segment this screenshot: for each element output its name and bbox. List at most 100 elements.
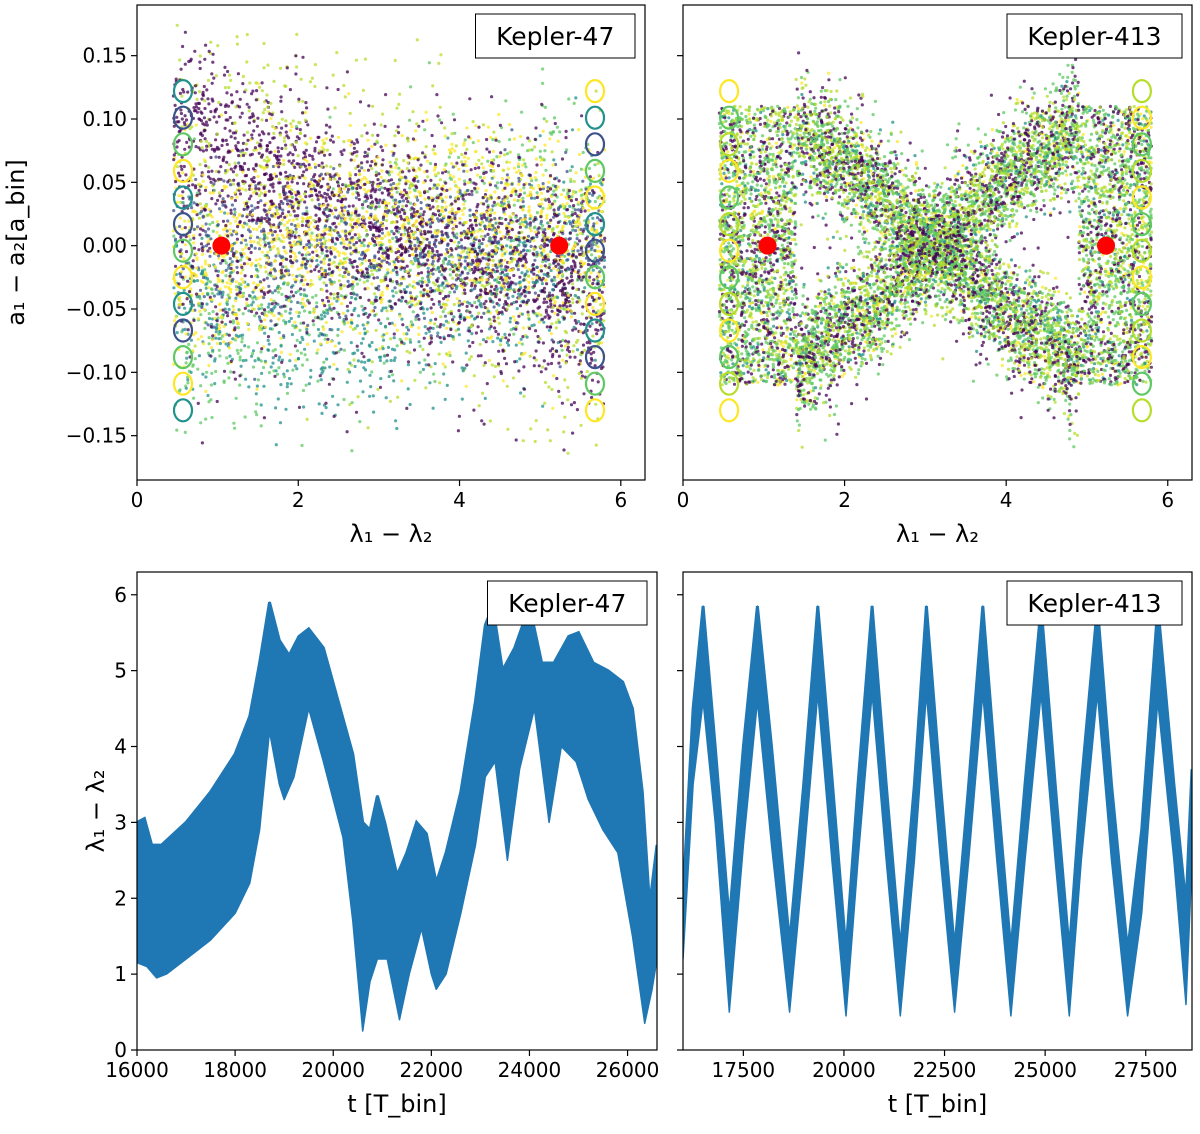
scatter-point [279, 95, 283, 99]
scatter-point [284, 147, 288, 151]
scatter-point [287, 218, 291, 222]
scatter-point [220, 295, 224, 299]
scatter-point [385, 359, 389, 363]
scatter-point [374, 205, 378, 209]
scatter-point [219, 113, 223, 117]
scatter-point [503, 258, 507, 262]
scatter-point [260, 216, 264, 220]
scatter-point [589, 356, 594, 361]
scatter-point [241, 151, 245, 155]
scatter-point [305, 417, 309, 421]
scatter-point [226, 69, 230, 74]
scatter-point [203, 137, 207, 141]
scatter-point [205, 123, 209, 127]
scatter-point [309, 368, 313, 372]
scatter-point [463, 366, 467, 370]
scatter-point [376, 133, 380, 137]
scatter-point [374, 295, 378, 299]
scatter-point [240, 214, 245, 218]
scatter-point [259, 183, 263, 187]
scatter-point [337, 279, 341, 283]
scatter-point [584, 316, 589, 320]
scatter-point [275, 372, 280, 376]
scatter-point [557, 395, 562, 399]
scatter-point [506, 167, 510, 171]
scatter-point [462, 288, 467, 292]
scatter-point [175, 165, 180, 169]
scatter-point [523, 244, 527, 248]
scatter-point [429, 334, 433, 338]
scatter-point [591, 216, 595, 220]
scatter-point [588, 361, 593, 365]
scatter-point [289, 316, 293, 321]
scatter-point [370, 360, 374, 364]
scatter-point [439, 212, 443, 216]
scatter-point [358, 100, 363, 104]
scatter-point [346, 284, 350, 289]
scatter-point [339, 283, 343, 287]
scatter-point [359, 244, 363, 248]
scatter-point [486, 336, 490, 340]
scatter-point [389, 270, 393, 274]
scatter-point [532, 272, 536, 276]
scatter-point [514, 189, 518, 193]
scatter-point [197, 294, 201, 298]
scatter-point [253, 359, 257, 363]
scatter-point [506, 427, 510, 431]
scatter-point [556, 313, 560, 317]
scatter-point [554, 326, 558, 330]
scatter-point [254, 81, 258, 85]
scatter-point [437, 284, 441, 288]
scatter-point [417, 166, 421, 170]
scatter-point [521, 264, 525, 268]
scatter-point [190, 206, 194, 210]
scatter-point [494, 244, 498, 248]
scatter-point [531, 263, 536, 267]
scatter-point [479, 289, 483, 293]
scatter-point [499, 290, 503, 294]
scatter-point [221, 290, 225, 294]
scatter-point [277, 249, 281, 253]
scatter-point [395, 190, 399, 194]
scatter-point [331, 394, 335, 398]
scatter-point [337, 341, 341, 345]
scatter-point [518, 275, 522, 279]
scatter-point [285, 382, 290, 386]
scatter-point [285, 198, 289, 203]
scatter-point [560, 293, 565, 297]
scatter-point [266, 305, 270, 309]
scatter-point [304, 101, 308, 105]
scatter-point [521, 163, 525, 167]
scatter-point [281, 282, 286, 286]
scatter-point [581, 343, 586, 347]
scatter-point [554, 284, 558, 288]
scatter-point [505, 384, 509, 388]
scatter-point [422, 336, 426, 340]
scatter-point [241, 238, 245, 242]
scatter-point [212, 76, 216, 80]
scatter-point [301, 301, 305, 305]
scatter-point [231, 182, 236, 186]
scatter-point [571, 228, 575, 232]
scatter-point [427, 329, 431, 334]
scatter-point [240, 111, 244, 115]
scatter-point [261, 365, 266, 370]
scatter-point [499, 275, 503, 280]
scatter-point [556, 185, 560, 189]
scatter-point [200, 111, 204, 115]
scatter-point [447, 294, 451, 298]
scatter-point [178, 388, 182, 392]
scatter-point [538, 155, 542, 159]
scatter-point [339, 347, 343, 351]
scatter-point [385, 214, 389, 218]
scatter-point [443, 365, 447, 369]
scatter-point [249, 138, 253, 142]
scatter-point [308, 310, 312, 315]
scatter-point [247, 105, 251, 109]
scatter-point [573, 311, 577, 315]
scatter-point [367, 343, 371, 347]
scatter-point [477, 278, 481, 282]
scatter-point [311, 157, 315, 161]
scatter-point [295, 259, 299, 263]
scatter-point [381, 251, 385, 255]
